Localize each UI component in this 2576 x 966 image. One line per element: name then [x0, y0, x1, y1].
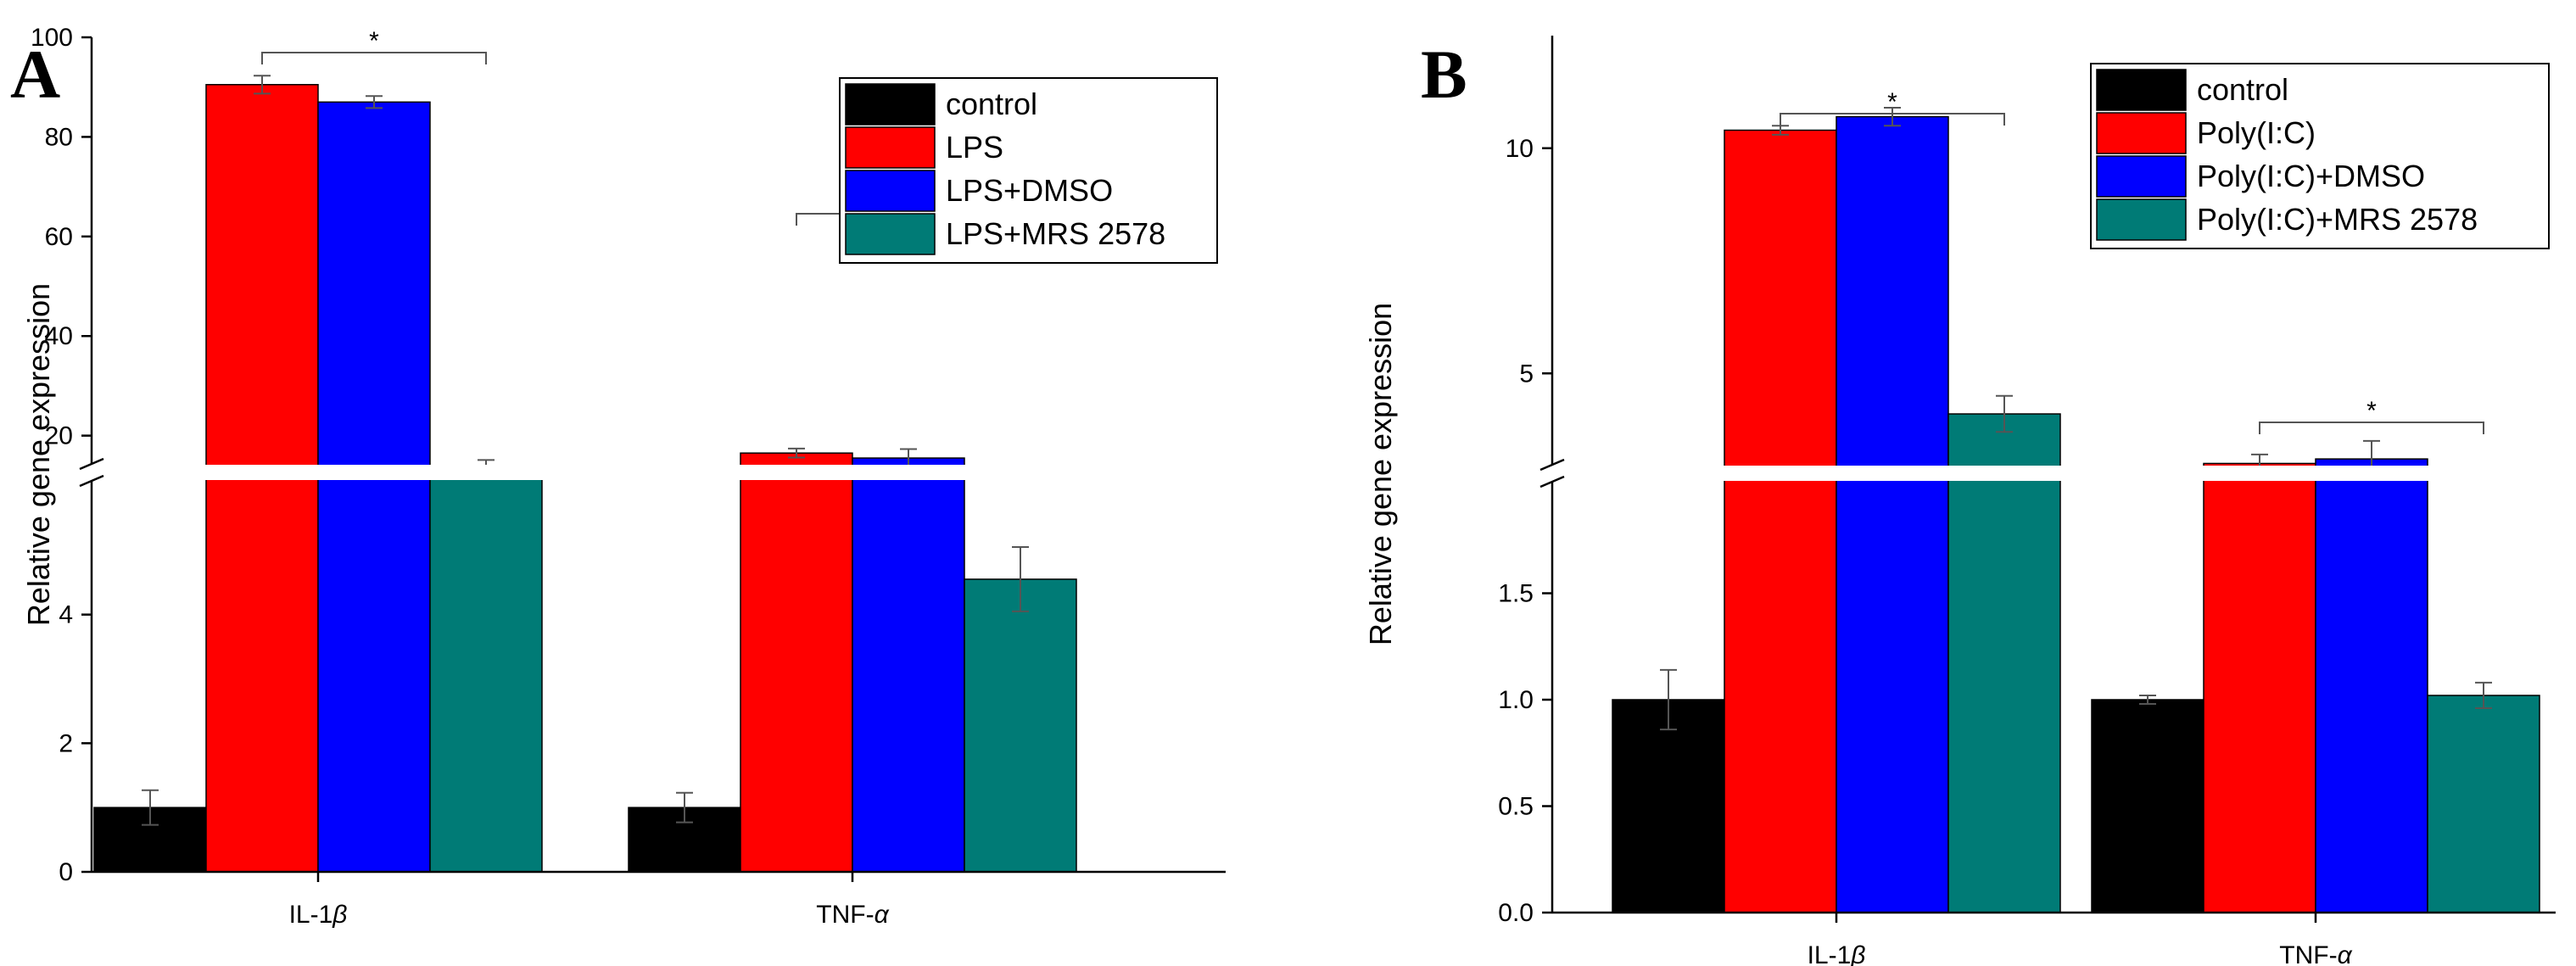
- error-bar-poly-i-c-dmso-il-1: [1884, 106, 1901, 127]
- error-bar-poly-i-c-il-1: [1772, 125, 1789, 136]
- panel-b: B 0.0 0.5 1.0 1.5 5 10 Relative gene expression…: [1363, 36, 2556, 966]
- legend-item-control: control: [2096, 69, 2288, 111]
- bar-poly-i-c-mrs-2578-il-1: [1947, 413, 2061, 913]
- bar-lps-dmso-tnf: [852, 457, 965, 873]
- bar-poly-i-c-dmso-tnf: [2315, 458, 2428, 913]
- axis-break-mark-upper: [79, 457, 104, 471]
- x-tick-label: IL-1β: [1808, 941, 1866, 966]
- error-bar-control-il-1: [142, 789, 159, 826]
- bar-lps-tnf: [740, 452, 853, 873]
- legend: control LPS LPS+DMSO LPS+MRS 2578: [839, 77, 1218, 264]
- significance-star: *: [369, 27, 379, 55]
- legend: control Poly(I:C) Poly(I:C)+DMSO Poly(I:C)+…: [2090, 63, 2550, 249]
- bar-control-tnf: [2091, 699, 2204, 913]
- y-axis-label: Relative gene expression: [21, 283, 56, 626]
- legend-label: control: [2197, 72, 2288, 107]
- legend-swatch: [845, 83, 936, 126]
- error-bar-control-tnf: [2139, 694, 2156, 706]
- bar-lps-mrs-2578-il-1: [429, 472, 543, 873]
- legend-item-poly-i-c: Poly(I:C): [2096, 112, 2316, 154]
- legend-item-poly-i-c-dmso: Poly(I:C)+DMSO: [2096, 155, 2425, 198]
- y-tick-label-lower: 0: [59, 858, 73, 886]
- y-tick-label-lower: 0.5: [1498, 793, 1534, 821]
- error-bar-lps-tnf: [788, 447, 805, 459]
- error-bar-lps-mrs-2578-tnf: [1012, 546, 1029, 612]
- bar-poly-i-c-mrs-2578-tnf: [2427, 695, 2540, 913]
- panel-a: A 0 2 4 20 40 60 80 100 Relative gene expression I…: [10, 24, 1226, 929]
- error-bar-poly-i-c-mrs-2578-il-1: [1996, 394, 2013, 433]
- axis-break-gap: [83, 465, 1226, 480]
- bar-poly-i-c-dmso-il-1: [1836, 115, 1949, 913]
- y-tick-label-upper: 80: [45, 123, 73, 151]
- legend-label: control: [946, 87, 1037, 121]
- legend-label: LPS+DMSO: [946, 173, 1113, 208]
- significance-star: *: [2366, 397, 2377, 425]
- significance-bracket: *: [261, 27, 487, 64]
- bar-lps-mrs-2578-tnf: [964, 578, 1077, 873]
- bar-lps-dmso-il-1: [317, 101, 431, 873]
- legend-item-control: control: [845, 83, 1037, 126]
- error-bar-control-tnf: [676, 791, 693, 824]
- y-tick-label-lower: 1.0: [1498, 686, 1534, 714]
- y-tick-label-lower: 2: [59, 729, 73, 757]
- legend-swatch: [2096, 155, 2187, 198]
- legend-item-lps-mrs-2578: LPS+MRS 2578: [845, 213, 1165, 255]
- y-tick-label-upper: 40: [45, 322, 73, 350]
- x-tick-label: IL-1β: [289, 901, 348, 929]
- error-bar-control-il-1: [1660, 668, 1677, 731]
- legend-label: LPS+MRS 2578: [946, 216, 1165, 251]
- axis-break-mark-upper: [1539, 458, 1565, 472]
- legend-label: Poly(I:C): [2197, 115, 2316, 150]
- significance-bracket: *: [1780, 88, 2005, 126]
- legend-swatch: [845, 126, 936, 169]
- bar-control-il-1: [1612, 699, 1725, 913]
- legend-label: Poly(I:C)+MRS 2578: [2197, 202, 2478, 237]
- axis-break-mark-lower: [1539, 475, 1565, 489]
- legend-swatch: [2096, 112, 2187, 154]
- axis-break-mark-lower: [79, 474, 104, 488]
- significance-bracket-line: [1780, 113, 2005, 126]
- y-tick-label-upper: 5: [1519, 360, 1534, 388]
- bar-poly-i-c-tnf: [2203, 462, 2316, 913]
- y-tick-label-upper: 10: [1506, 135, 1534, 163]
- y-tick-label-upper: 60: [45, 223, 73, 251]
- significance-star: *: [1887, 88, 1897, 116]
- legend-swatch: [845, 170, 936, 212]
- significance-bracket-line: [2259, 422, 2484, 434]
- legend-swatch: [2096, 69, 2187, 111]
- error-bar-lps-il-1: [254, 75, 271, 95]
- error-bar-poly-i-c-mrs-2578-tnf: [2475, 681, 2492, 710]
- legend-swatch: [2096, 198, 2187, 241]
- significance-bracket: *: [2259, 397, 2484, 434]
- legend-label: LPS: [946, 130, 1003, 165]
- legend-item-lps: LPS: [845, 126, 1003, 169]
- bar-poly-i-c-il-1: [1724, 129, 1837, 913]
- y-axis-label: Relative gene expression: [1363, 303, 1398, 645]
- x-tick-label: TNF-α: [816, 901, 889, 929]
- significance-bracket-line: [261, 52, 487, 64]
- legend-item-lps-dmso: LPS+DMSO: [845, 170, 1113, 212]
- legend-swatch: [845, 213, 936, 255]
- axis-break-gap: [1544, 466, 2556, 481]
- legend-label: Poly(I:C)+DMSO: [2197, 159, 2425, 193]
- panel-label: A: [10, 36, 60, 113]
- y-tick-label-lower: 0.0: [1498, 899, 1534, 927]
- legend-item-poly-i-c-mrs-2578: Poly(I:C)+MRS 2578: [2096, 198, 2478, 241]
- y-tick-label-lower: 4: [59, 601, 73, 629]
- error-bar-lps-dmso-il-1: [366, 95, 383, 109]
- x-tick-label: TNF-α: [2279, 941, 2352, 966]
- y-tick-label-lower: 1.5: [1498, 580, 1534, 608]
- panel-label: B: [1421, 36, 1467, 113]
- y-tick-label-upper: 100: [31, 24, 73, 52]
- y-tick-label-upper: 20: [45, 422, 73, 450]
